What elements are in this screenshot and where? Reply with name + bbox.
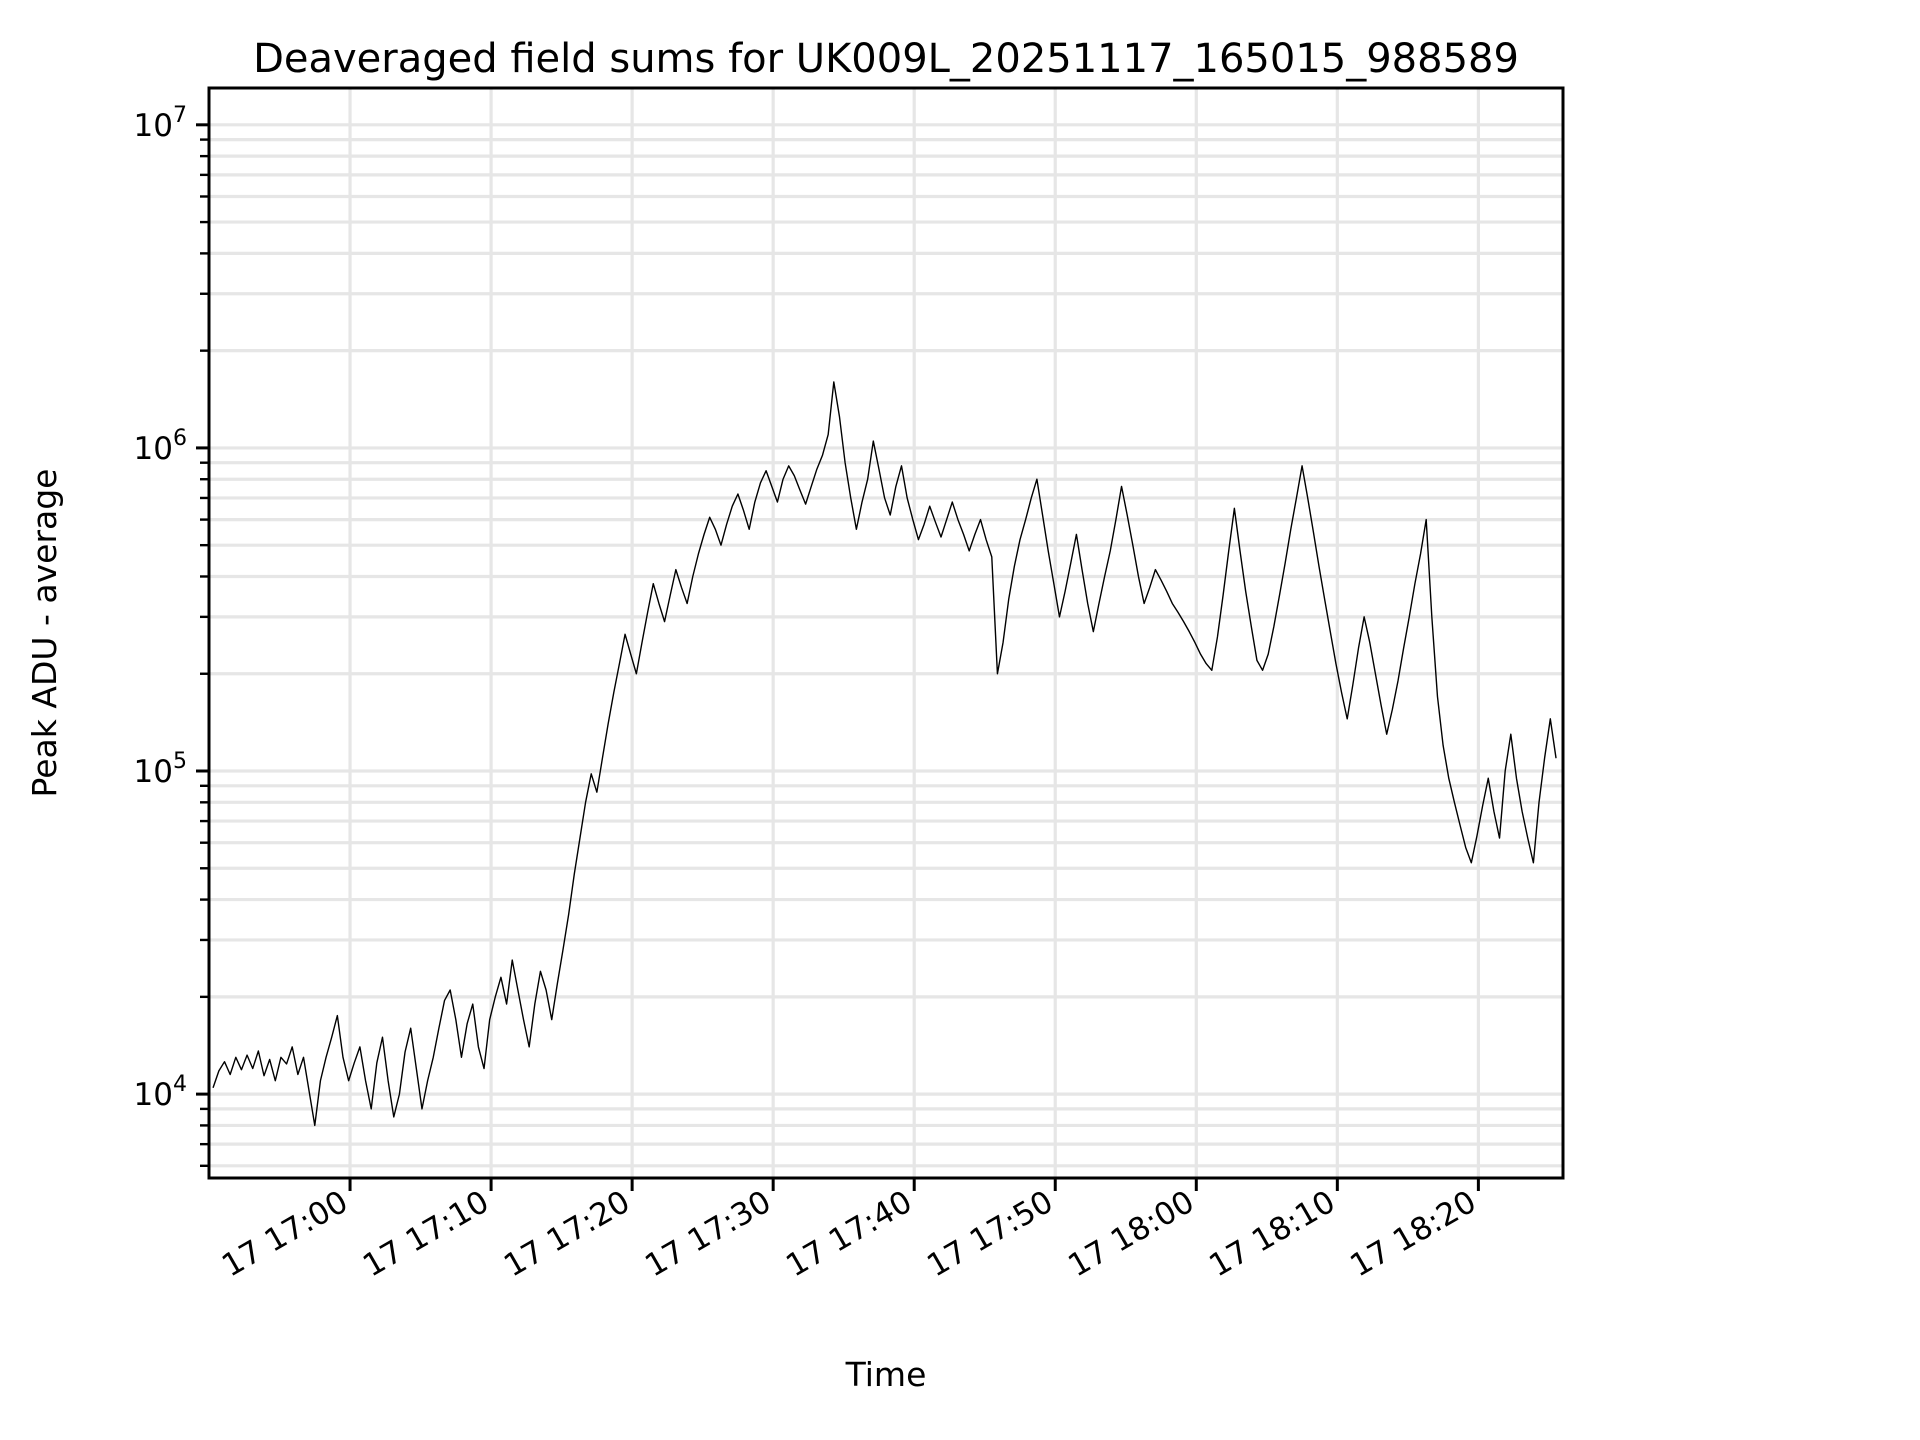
axes-spines — [207, 86, 1565, 1180]
major-gridlines — [209, 88, 1563, 1178]
x-axis-label: Time — [845, 1355, 927, 1394]
chart-title: Deaveraged field sums for UK009L_2025111… — [253, 36, 1519, 82]
y-tick-label: 104 — [134, 1072, 187, 1113]
y-axis-major-ticks — [196, 123, 209, 1096]
y-axis-minor-ticks — [200, 138, 209, 1167]
y-tick-label: 106 — [134, 426, 187, 467]
y-tick-label: 107 — [134, 103, 187, 144]
series-line-peak-adu — [212, 381, 1557, 1127]
y-axis-label: Peak ADU - average — [25, 469, 64, 798]
y-tick-label: 105 — [134, 749, 187, 790]
data-series-group — [212, 381, 1557, 1127]
plot-area-background — [209, 88, 1563, 1178]
x-axis-ticks — [348, 1178, 1480, 1191]
y-axis-tick-labels: 104 105 106 107 — [134, 103, 187, 1113]
